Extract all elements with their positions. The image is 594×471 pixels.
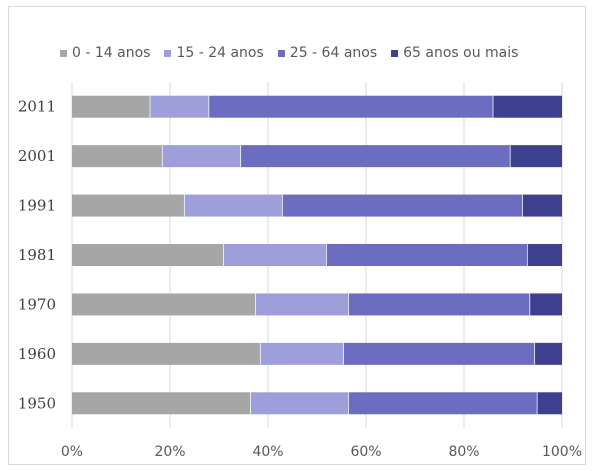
bar-segment-2011-0 (72, 95, 151, 118)
legend: 0 - 14 anos 15 - 24 anos 25 - 64 anos 65… (60, 42, 580, 64)
y-category-label-1981: 1981 (18, 246, 56, 264)
bar-segment-1950-3 (537, 392, 562, 415)
bar-segment-1950-2 (348, 392, 538, 415)
bar-segment-1960-0 (72, 342, 261, 365)
x-tick-label-3: 60% (350, 444, 381, 460)
bar-segment-1960-2 (343, 342, 536, 365)
legend-swatch-25-64 (277, 49, 285, 57)
y-category-label-2011: 2011 (18, 98, 56, 116)
bar-segment-1981-1 (223, 244, 327, 266)
legend-label-65-plus: 65 anos ou mais (403, 45, 519, 61)
bar-segment-2011-2 (209, 95, 494, 118)
bar-segment-1950-0 (72, 392, 251, 415)
bar-segment-1981-2 (326, 244, 528, 266)
legend-item-25-64: 25 - 64 anos (277, 45, 378, 61)
bar-segment-1991-3 (522, 194, 562, 217)
bar-segment-1991-2 (282, 194, 523, 217)
bar-segment-2001-2 (241, 145, 511, 168)
bar-segment-1991-0 (72, 194, 185, 217)
x-tick-label-1: 20% (154, 444, 185, 460)
bar-segment-1970-1 (255, 293, 349, 316)
y-category-label-2001: 2001 (18, 147, 56, 165)
bar-segment-1970-0 (72, 293, 256, 316)
x-tick-label-4: 80% (448, 444, 479, 460)
bar-segment-1970-3 (530, 293, 562, 316)
bar-segment-1981-3 (527, 244, 562, 266)
y-category-label-1970: 1970 (18, 295, 56, 313)
bar-segment-2001-0 (72, 145, 163, 168)
y-category-label-1991: 1991 (18, 197, 56, 215)
bar-segment-1991-1 (184, 194, 283, 217)
legend-swatch-0-14 (60, 49, 67, 57)
bar-segment-2011-1 (150, 95, 210, 118)
legend-item-0-14: 0 - 14 anos (60, 45, 150, 61)
legend-swatch-65-plus (391, 49, 399, 57)
legend-item-65-plus: 65 anos ou mais (391, 45, 518, 61)
x-tick-label-2: 40% (252, 444, 283, 460)
legend-label-25-64: 25 - 64 anos (289, 45, 378, 61)
y-category-label-1950: 1950 (18, 394, 56, 412)
legend-label-15-24: 15 - 24 anos (176, 45, 264, 61)
bar-segment-2011-3 (493, 95, 562, 118)
bar-segment-1960-1 (260, 342, 344, 365)
bar-segment-1981-0 (72, 244, 224, 266)
bar-segment-1960-3 (535, 342, 562, 365)
legend-swatch-15-24 (164, 49, 172, 57)
chart-area (8, 6, 586, 465)
legend-item-15-24: 15 - 24 anos (164, 45, 264, 61)
bar-segment-2001-3 (510, 145, 562, 168)
bar-segment-2001-1 (162, 145, 242, 168)
x-tick-label-5: 100% (542, 444, 582, 460)
y-category-label-1960: 1960 (18, 345, 56, 363)
x-tick-label-0: 0% (61, 444, 83, 460)
bar-segment-1950-1 (250, 392, 349, 415)
bar-segment-1970-2 (348, 293, 531, 316)
legend-label-0-14: 0 - 14 anos (72, 45, 151, 61)
